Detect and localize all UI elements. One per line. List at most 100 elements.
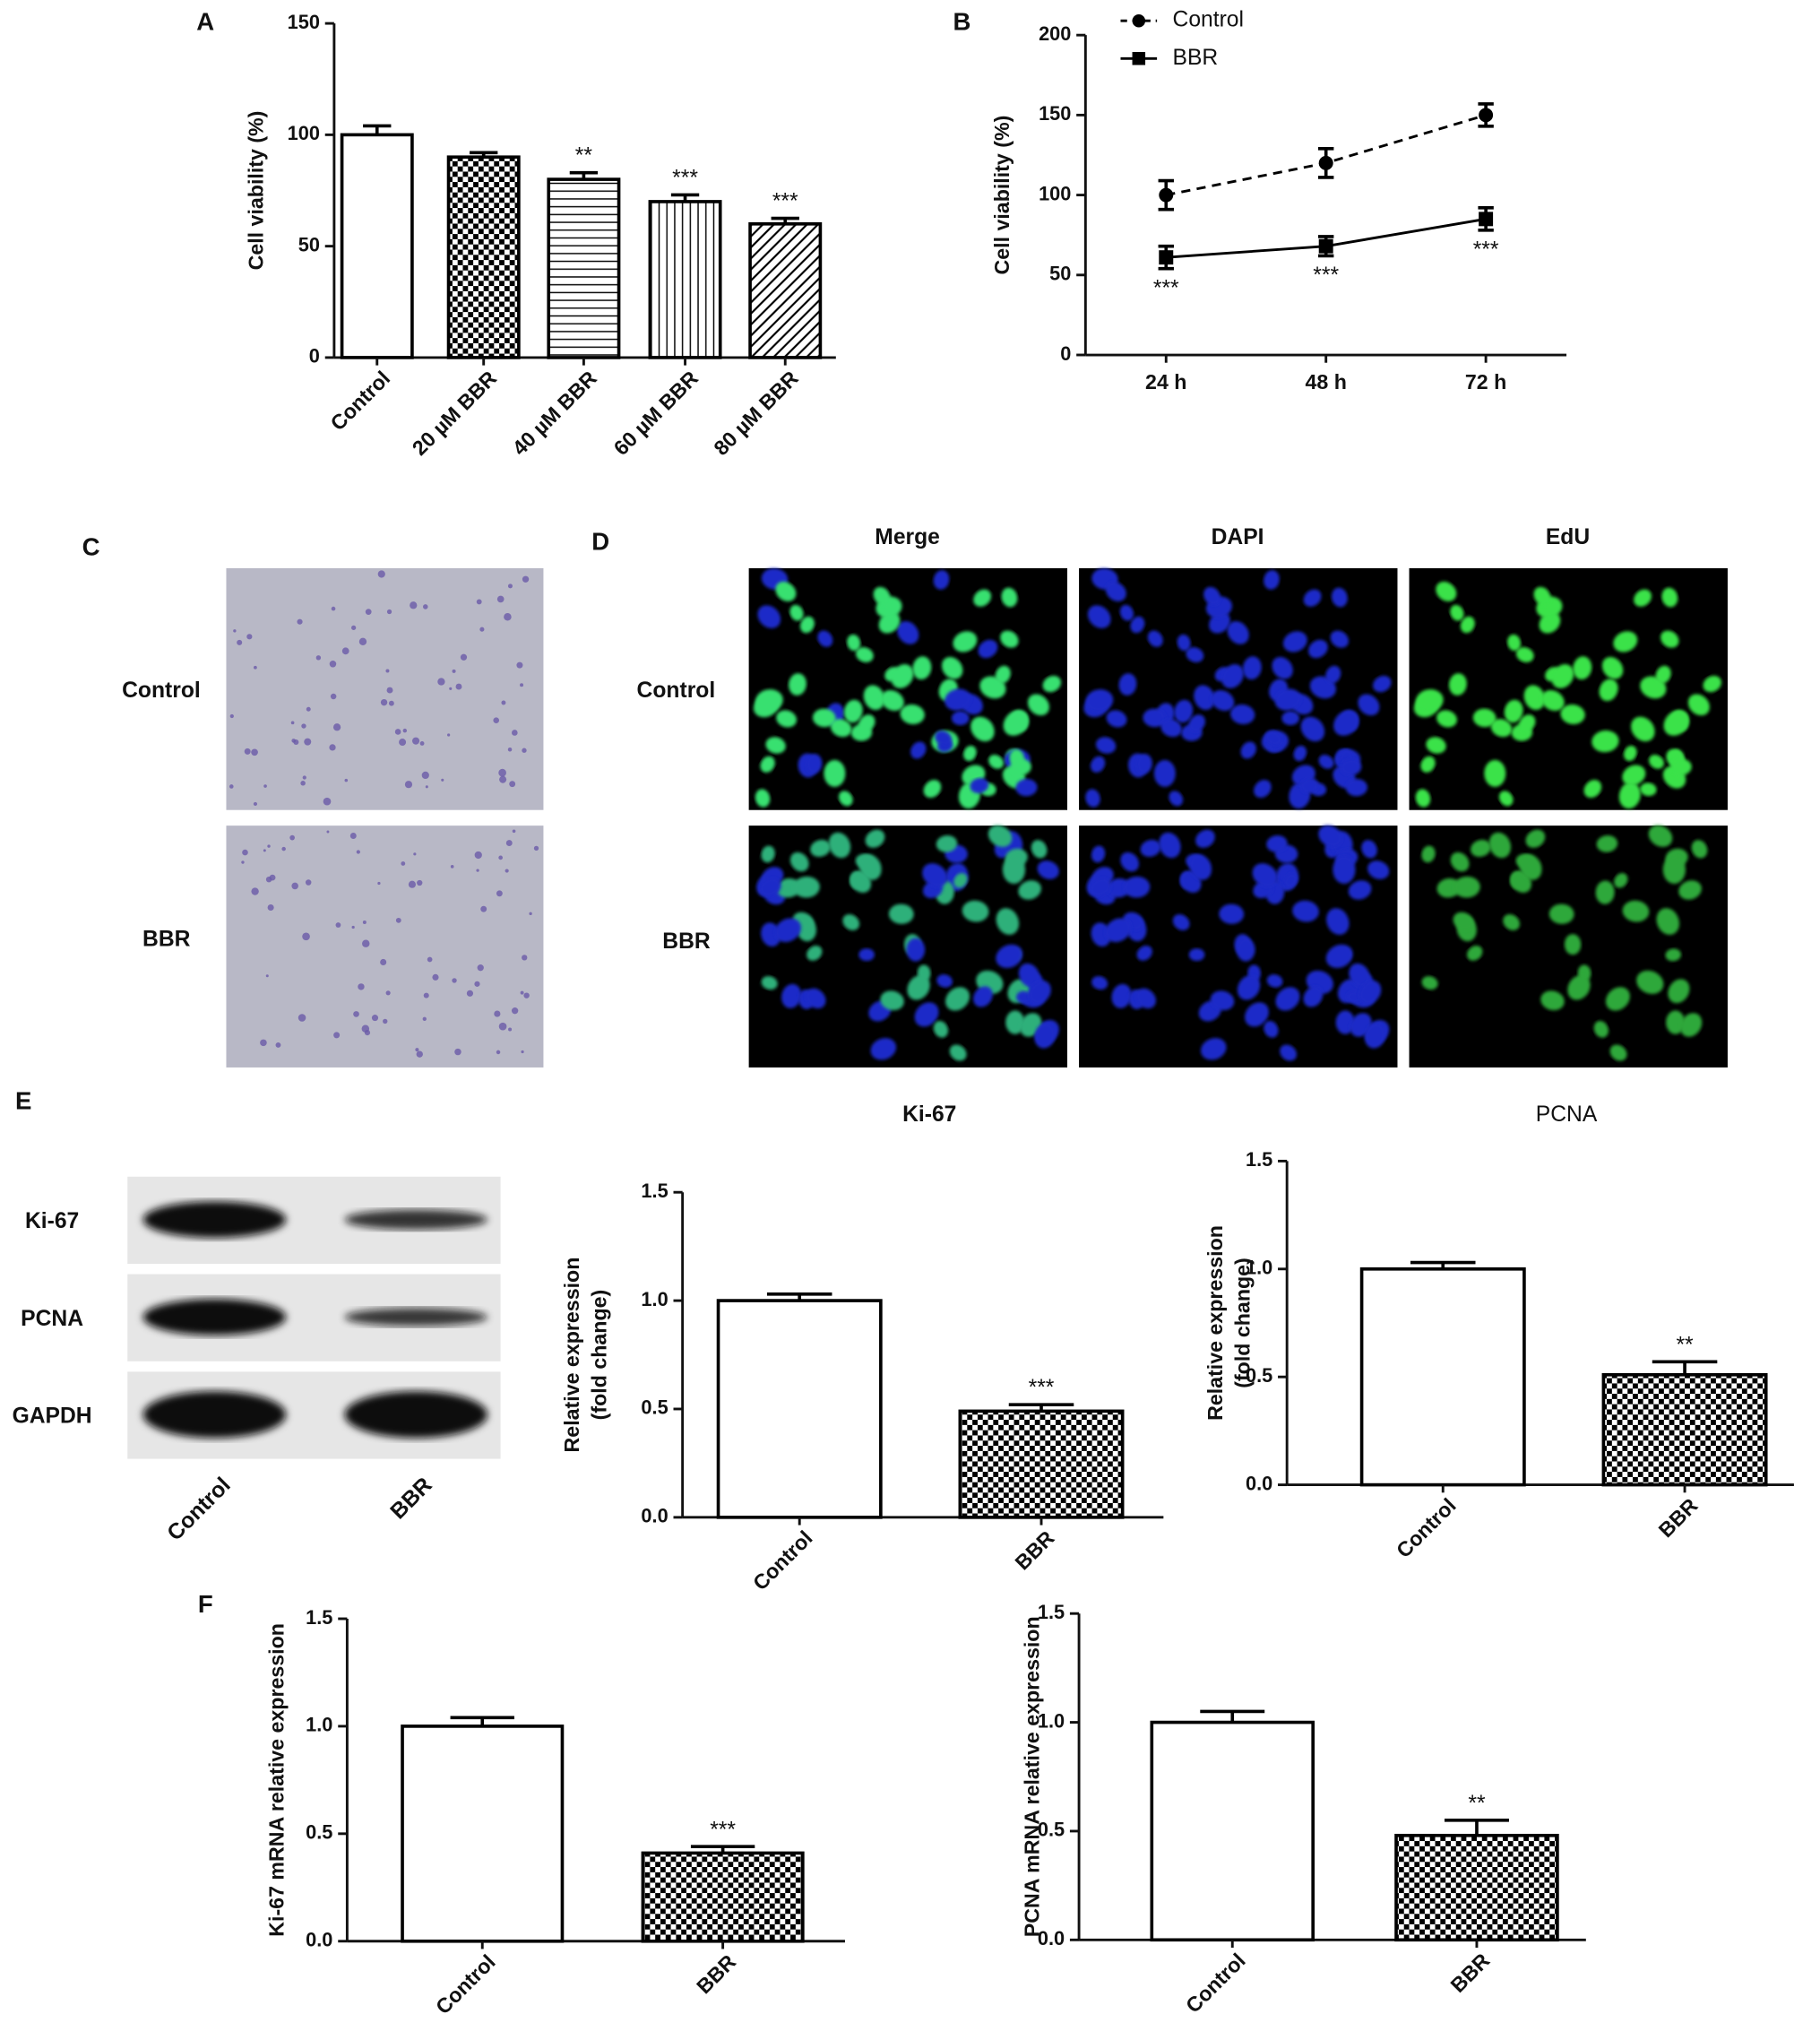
nucleus [1325, 665, 1341, 684]
nucleus [1303, 589, 1322, 607]
lane-label: BBR [386, 1473, 437, 1524]
colony-dot [520, 683, 524, 687]
nucleus [1691, 840, 1708, 859]
colony-dot [402, 728, 408, 733]
nucleus [1507, 634, 1522, 652]
nucleus [1624, 745, 1637, 762]
bar [641, 1851, 805, 1943]
nucleus [1614, 873, 1628, 888]
y-tick-label: 1.0 [641, 1288, 668, 1310]
nucleus [856, 647, 874, 662]
y-axis-label: Ki-67 mRNA relative expression [265, 1623, 289, 1937]
y-tick-label: 0 [309, 345, 320, 367]
bar [748, 221, 823, 359]
y-tick-label: 150 [288, 11, 320, 33]
colony-dot [411, 737, 420, 745]
nucleus [842, 914, 860, 930]
nucleus [1120, 851, 1140, 872]
colony-dot [498, 855, 503, 860]
nucleus [1523, 685, 1546, 711]
colony-dot [422, 1016, 427, 1021]
nucleus [1219, 903, 1245, 924]
nucleus [1242, 656, 1262, 680]
chart: 0.0 0.5 1.0 1.5 Relative expression (fold cha… [560, 1102, 1164, 1595]
colony-dot [281, 846, 286, 851]
colony-dot [263, 849, 266, 852]
nucleus [1123, 876, 1151, 898]
row-label: BBR [662, 929, 711, 954]
nucleus [781, 983, 802, 1008]
y-axis-label: Cell viability (%) [990, 116, 1014, 275]
colony-dot [498, 1022, 507, 1031]
colony-dot [241, 860, 245, 864]
colony-dot [425, 785, 428, 789]
nucleus [1308, 639, 1328, 659]
nucleus [1346, 990, 1362, 1004]
nucleus [1001, 587, 1018, 608]
nucleus [1087, 605, 1111, 628]
nucleus [1237, 974, 1261, 1000]
significance: *** [1153, 276, 1179, 300]
colony-dot [356, 850, 360, 854]
legend-label: Control [1173, 8, 1244, 32]
colony-dot [499, 775, 507, 783]
x-tick-label: Control [326, 367, 395, 436]
colony-dot [422, 604, 428, 609]
y-tick-label: 0.0 [1246, 1472, 1272, 1494]
nucleus [1136, 945, 1152, 961]
error-bar [690, 1845, 755, 1854]
colony-dot [349, 833, 357, 839]
colony-dot [498, 768, 506, 777]
nucleus [1018, 963, 1040, 988]
nucleus [988, 825, 1013, 847]
nucleus [1330, 630, 1349, 648]
nucleus [1622, 900, 1650, 922]
y-tick-label: 50 [1049, 263, 1071, 285]
nucleus [759, 877, 781, 897]
colony-dot [341, 647, 349, 655]
colony-dot [522, 955, 528, 961]
nucleus [1670, 758, 1692, 776]
colony-dot [365, 609, 372, 615]
nucleus [1662, 855, 1686, 885]
nucleus [1000, 630, 1019, 648]
colony-dot [449, 687, 453, 690]
significance: *** [710, 1818, 736, 1842]
nucleus [1564, 934, 1582, 955]
colony-dot [298, 1014, 306, 1022]
nucleus [1415, 789, 1431, 808]
fluorescence-image [1409, 567, 1728, 810]
nucleus [1656, 908, 1680, 935]
row-label: Control [122, 679, 201, 703]
nucleus [765, 737, 786, 754]
bar [1359, 1266, 1526, 1487]
bar [1394, 1833, 1559, 1942]
nucleus [1436, 581, 1457, 601]
nucleus [1177, 634, 1191, 652]
nucleus [789, 604, 804, 621]
error-bar [766, 1292, 832, 1301]
nucleus [1118, 673, 1137, 696]
nucleus [873, 586, 891, 606]
nucleus [1245, 1002, 1269, 1027]
nucleus [962, 900, 989, 922]
nucleus [1003, 710, 1030, 736]
colony-dot [401, 861, 406, 866]
nucleus [1668, 979, 1690, 1004]
colony-dot [522, 748, 527, 753]
significance: *** [1473, 238, 1499, 263]
nucleus [789, 673, 806, 696]
nucleus [953, 873, 968, 888]
nucleus [1596, 834, 1618, 852]
chart: 0.0 0.5 1.0 1.5 Ki-67 mRNA relative expressi… [265, 1606, 845, 2018]
colony-dot [419, 741, 425, 746]
chart-title: Ki-67 [902, 1102, 956, 1127]
nucleus [897, 620, 919, 644]
blot-label: Ki-67 [25, 1209, 79, 1233]
colony-dot [253, 801, 258, 807]
colony-dot [523, 992, 530, 998]
colony-image [226, 826, 544, 1068]
nucleus [1436, 710, 1457, 728]
colony-dot [329, 744, 336, 751]
nucleus [1240, 741, 1256, 759]
